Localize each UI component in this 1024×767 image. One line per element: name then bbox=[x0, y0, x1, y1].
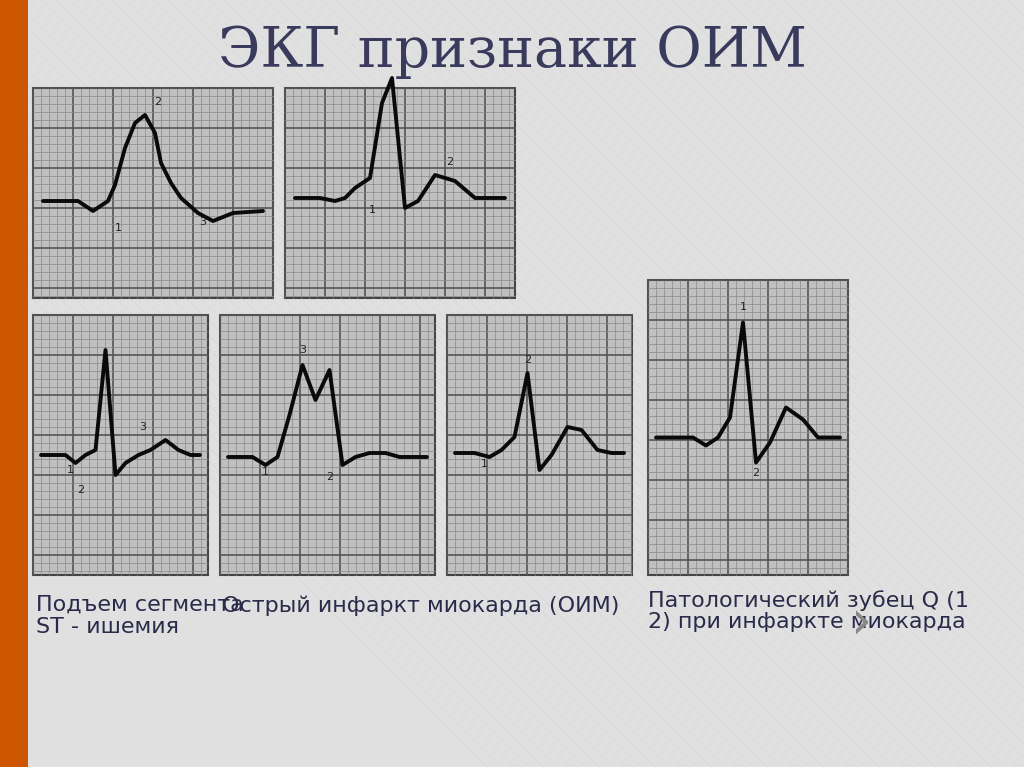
Text: 2: 2 bbox=[446, 157, 454, 167]
Text: 1: 1 bbox=[481, 459, 488, 469]
Text: ST - ишемия: ST - ишемия bbox=[36, 617, 179, 637]
Text: 2) при инфаркте миокарда: 2) при инфаркте миокарда bbox=[648, 612, 966, 632]
Text: 2: 2 bbox=[155, 97, 162, 107]
Text: 1: 1 bbox=[369, 205, 376, 215]
Text: 1: 1 bbox=[115, 223, 122, 233]
Bar bbox=[447, 315, 632, 575]
Text: 3: 3 bbox=[299, 345, 306, 355]
Text: ›: › bbox=[851, 598, 872, 650]
Text: 1: 1 bbox=[262, 467, 269, 477]
Text: 2: 2 bbox=[77, 485, 84, 495]
Bar bbox=[285, 88, 515, 298]
Bar bbox=[33, 88, 273, 298]
Text: 2: 2 bbox=[326, 472, 333, 482]
Text: 3: 3 bbox=[200, 217, 207, 227]
Text: 2: 2 bbox=[753, 468, 760, 478]
Bar bbox=[33, 315, 208, 575]
Text: Подъем сегмента: Подъем сегмента bbox=[36, 595, 244, 615]
Text: 1: 1 bbox=[67, 465, 74, 475]
Text: 2: 2 bbox=[524, 355, 531, 365]
Bar bbox=[220, 315, 435, 575]
Bar bbox=[648, 280, 848, 575]
Bar bbox=[0, 0, 28, 767]
Text: 3: 3 bbox=[139, 422, 146, 432]
Text: Патологический зубец Q (1: Патологический зубец Q (1 bbox=[648, 590, 969, 611]
Text: ЭКГ признаки ОИМ: ЭКГ признаки ОИМ bbox=[217, 25, 807, 79]
Text: Острый инфаркт миокарда (ОИМ): Острый инфаркт миокарда (ОИМ) bbox=[222, 595, 620, 615]
Text: 1: 1 bbox=[739, 301, 746, 311]
